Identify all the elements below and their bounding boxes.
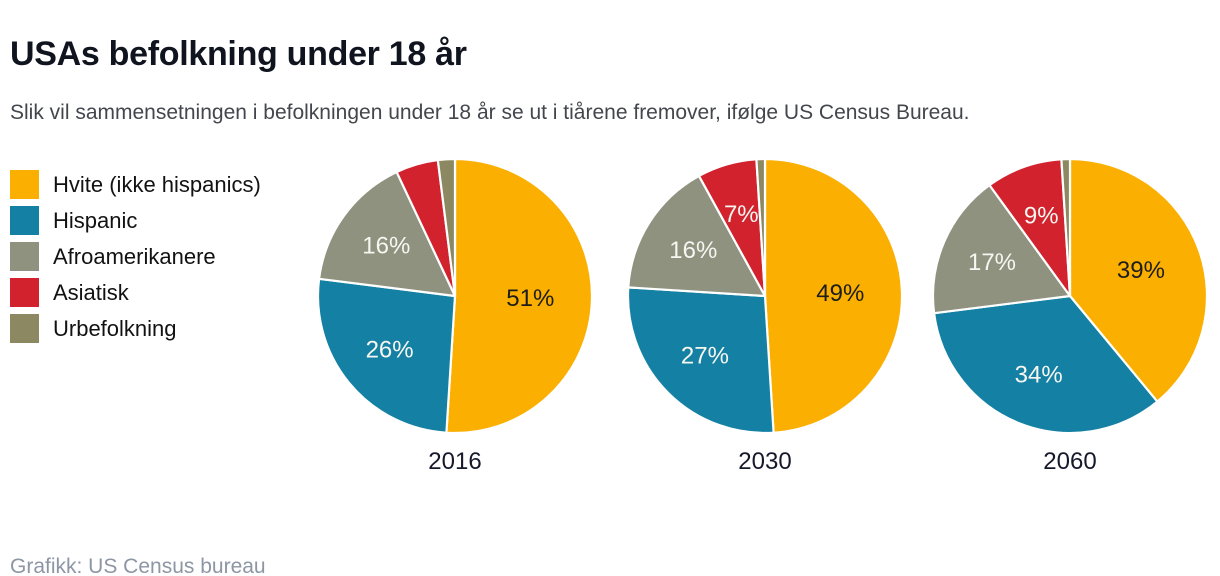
pie-slice-2060-5 [1060,157,1072,298]
pie-slice-label: 34% [1015,362,1063,389]
pie-chart-canvas: 39% 34% 17% 9% [931,157,1209,435]
pie-slice-label: 49% [816,280,864,307]
legend-item-2: Hispanic [10,206,261,235]
legend-swatch-icon [10,278,39,307]
pie-chart-2060: 39% 34% 17% 9% 2060 [930,156,1210,486]
pie-slice-2016-2 [316,277,457,434]
pie-slice-label: 51% [506,285,554,312]
pie-slice-2030-2 [626,286,775,435]
legend-swatch-icon [10,206,39,235]
pie-year-label: 2016 [428,448,482,475]
pie-year-label: 2030 [738,448,792,475]
pie-slice-label: 9% [1024,203,1059,230]
legend-item-label: Afroamerikanere [53,244,216,269]
pie-chart-2030: 49% 27% 16% 7% 2030 [625,156,905,486]
pie-slice-2030-3 [627,174,767,298]
legend-item-label: Urbefolkning [53,316,177,341]
pie-slice-label: 16% [362,233,410,260]
legend-swatch-icon [10,242,39,271]
legend-item-3: Afroamerikanere [10,242,261,271]
pie-chart-canvas: 49% 27% 16% 7% [626,157,904,435]
legend-item-1: Hvite (ikke hispanics) [10,170,261,199]
page-subtitle: Slik vil sammensetningen i befolkningen … [10,101,970,124]
pie-slice-2030-1 [763,157,904,434]
pie-slice-2016-5 [436,157,457,298]
legend-item-label: Asiatisk [53,280,129,305]
pie-slice-2060-1 [1068,157,1209,403]
legend-swatch-icon [10,170,39,199]
pie-year-label: 2060 [1043,448,1097,475]
pie-slice-label: 7% [724,201,759,228]
pie-slice-label: 16% [669,237,717,264]
page-title: USAs befolkning under 18 år [10,34,467,73]
legend-item-5: Urbefolkning [10,314,261,343]
pie-slice-2016-3 [317,170,457,298]
pie-slice-label: 39% [1117,257,1165,284]
pie-chart-2016: 51% 26% 16% 2016 [315,156,595,486]
pie-slice-label: 27% [681,343,729,370]
source-credit: Grafikk: US Census bureau [10,555,266,576]
legend-swatch-icon [10,314,39,343]
pie-slice-label: 26% [366,337,414,364]
pie-slice-label: 17% [968,249,1016,276]
pie-chart-canvas: 51% 26% 16% [316,157,594,435]
legend-item-label: Hvite (ikke hispanics) [53,172,261,197]
pie-slice-2030-5 [755,157,767,298]
pie-slice-2060-2 [932,294,1159,435]
pie-slice-2016-1 [445,157,594,435]
legend: Hvite (ikke hispanics) Hispanic Afroamerik… [10,170,261,343]
legend-item-4: Asiatisk [10,278,261,307]
pie-slice-2060-3 [931,184,1072,315]
legend-item-label: Hispanic [53,208,138,233]
